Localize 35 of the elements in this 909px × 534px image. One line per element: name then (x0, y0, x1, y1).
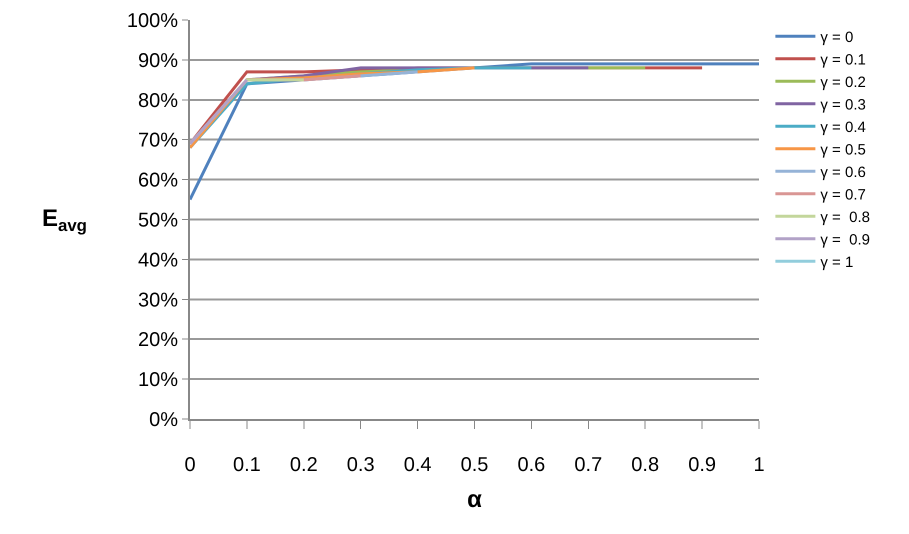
legend-label: γ = 0.2 (820, 74, 866, 92)
legend-label: γ = 0 (820, 29, 854, 46)
legend-label: γ = 1 (820, 254, 854, 272)
x-tick-label: 0.1 (232, 454, 261, 476)
legend-label: γ = 0.8 (820, 209, 870, 226)
y-tick-label: 90% (138, 50, 178, 72)
legend-label: γ = 0.9 (820, 232, 870, 249)
x-tick-label: 0.8 (631, 454, 660, 476)
y-tick-label: 40% (138, 249, 178, 272)
x-tick-label: 0.6 (517, 454, 546, 476)
y-tick-label: 0% (149, 409, 178, 431)
legend-label: γ = 0.7 (820, 186, 866, 204)
y-tick-label: 20% (138, 329, 178, 352)
x-tick-label: 0.4 (404, 454, 432, 476)
x-axis-title: α (467, 486, 482, 513)
legend-label: γ = 0.3 (820, 96, 866, 114)
legend-label: γ = 0.1 (820, 52, 866, 69)
legend-label: γ = 0.4 (820, 119, 866, 136)
x-tick-label: 0.5 (460, 454, 488, 476)
y-tick-label: 60% (138, 170, 178, 192)
y-tick-label: 10% (138, 369, 178, 392)
y-tick-label: 30% (138, 289, 178, 312)
legend-label: γ = 0.5 (820, 142, 866, 159)
x-tick-label: 0.3 (346, 454, 375, 476)
x-tick-label: 1 (753, 454, 765, 476)
x-tick-label: 0 (184, 454, 196, 476)
x-tick-label: 0.2 (290, 454, 318, 476)
y-tick-label: 70% (138, 130, 178, 152)
y-tick-label: 100% (126, 10, 178, 32)
legend-label: γ = 0.6 (820, 164, 866, 182)
y-axis-title: E$_{avg}$ (42, 205, 87, 236)
x-tick-label: 0.9 (688, 454, 716, 476)
x-tick-label: 0.7 (574, 454, 602, 476)
y-tick-label: 50% (138, 210, 178, 232)
y-tick-label: 80% (138, 90, 178, 112)
